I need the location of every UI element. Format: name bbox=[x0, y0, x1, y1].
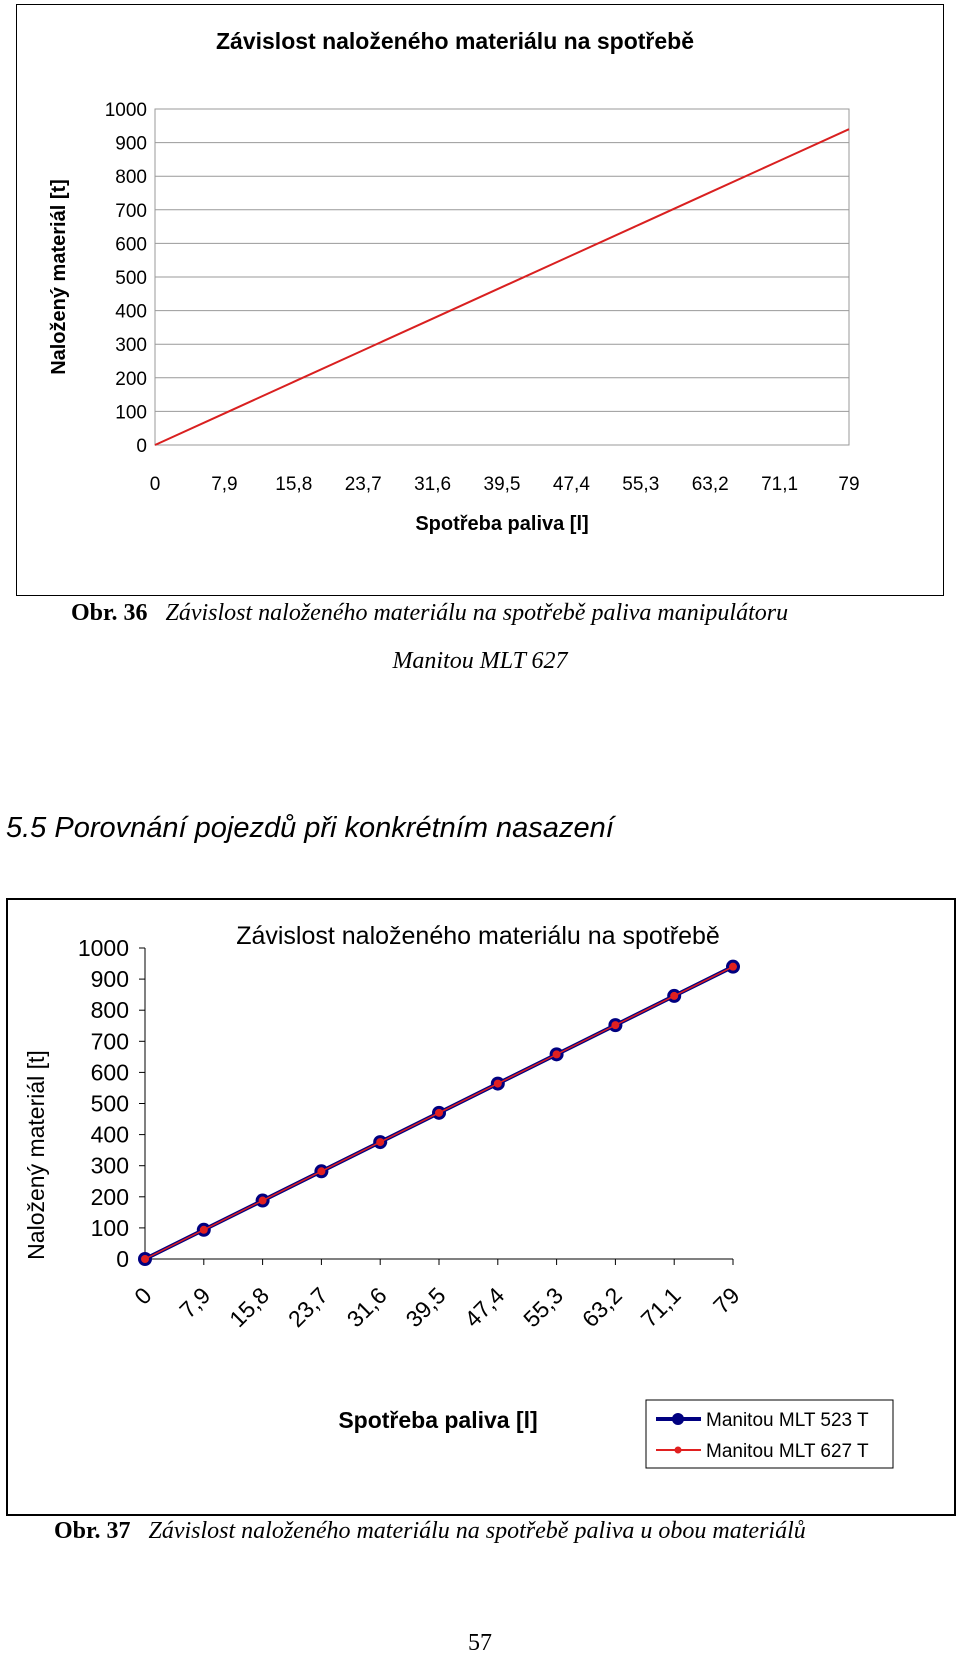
page-number: 57 bbox=[468, 1630, 492, 1656]
chart-1-xtick-label: 31,6 bbox=[414, 474, 451, 495]
figure-37-text: Závislost naloženého materiálu na spotře… bbox=[148, 1518, 806, 1544]
chart-2-legend: Manitou MLT 523 T Manitou MLT 627 T bbox=[645, 1399, 894, 1469]
chart-2-xtick-label: 23,7 bbox=[283, 1282, 333, 1332]
chart-1-ytick-label: 400 bbox=[115, 302, 147, 323]
chart-2-point-mlt627 bbox=[199, 1225, 208, 1234]
chart-2-xtick-label: 15,8 bbox=[224, 1282, 274, 1332]
chart-1-ytick-label: 900 bbox=[115, 134, 147, 155]
chart-1-title: Závislost naloženého materiálu na spotře… bbox=[216, 28, 694, 54]
chart-1-xtick-label: 23,7 bbox=[345, 474, 382, 495]
chart-1-ytick-label: 0 bbox=[136, 436, 147, 457]
chart-1-xtick-label: 55,3 bbox=[622, 474, 659, 495]
chart-2-point-mlt627 bbox=[729, 962, 737, 971]
chart-2-xtick-label: 71,1 bbox=[636, 1282, 686, 1332]
legend-marker-mlt523 bbox=[672, 1413, 684, 1425]
chart-1: Závislost naloženého materiálu na spotře… bbox=[48, 28, 860, 535]
chart-2-ytick-label: 900 bbox=[91, 966, 129, 992]
chart-2-ytick-label: 500 bbox=[91, 1091, 129, 1117]
chart-1-xtick-label: 39,5 bbox=[484, 474, 521, 495]
chart-2-point-mlt627 bbox=[611, 1021, 620, 1030]
chart-1-ytick-label: 500 bbox=[115, 268, 147, 289]
chart-2-point-mlt627 bbox=[552, 1050, 561, 1059]
chart-1-ytick-label: 700 bbox=[115, 201, 147, 222]
chart-2-ytick-label: 1000 bbox=[78, 935, 129, 961]
chart-2-xtick-label: 55,3 bbox=[518, 1282, 568, 1332]
chart-1-series-line bbox=[154, 128, 850, 446]
figure-36-text-2: Manitou MLT 627 bbox=[392, 648, 568, 674]
figure-37-caption: Obr. 37 Závislost naloženého materiálu n… bbox=[54, 1518, 806, 1545]
chart-2-point-mlt627 bbox=[141, 1255, 149, 1263]
chart-2-xtick-label: 39,5 bbox=[400, 1282, 450, 1332]
figure-36-text: Závislost naloženého materiálu na spotře… bbox=[165, 600, 789, 626]
chart-2-xtick-label: 0 bbox=[129, 1282, 156, 1309]
chart-1-ytick-label: 300 bbox=[115, 335, 147, 356]
chart-2-legend-box bbox=[645, 1399, 894, 1469]
chart-1-ytick-label: 100 bbox=[115, 402, 147, 423]
chart-1-ytick-label: 1000 bbox=[105, 100, 147, 121]
chart-2-ytick-label: 800 bbox=[91, 997, 129, 1023]
legend-label-mlt523: Manitou MLT 523 T bbox=[706, 1410, 869, 1431]
chart-1-plot-area bbox=[154, 108, 850, 446]
chart-2-xtick-label: 7,9 bbox=[174, 1282, 215, 1323]
chart-2-point-mlt627 bbox=[317, 1167, 326, 1176]
figure-37-label: Obr. 37 bbox=[54, 1518, 131, 1544]
chart-1-xlabel: Spotřeba paliva [l] bbox=[415, 513, 588, 535]
chart-2-xtick-label: 31,6 bbox=[342, 1282, 392, 1332]
figure-36-caption-line2: Manitou MLT 627 bbox=[0, 648, 960, 675]
chart-2-point-mlt627 bbox=[376, 1138, 385, 1147]
chart-1-xtick-label: 63,2 bbox=[692, 474, 729, 495]
chart-1-xtick-label: 7,9 bbox=[211, 474, 237, 495]
chart-2-title: Závislost naloženého materiálu na spotře… bbox=[236, 922, 720, 950]
chart-2-xtick-label: 47,4 bbox=[459, 1282, 509, 1332]
chart-1-xtick-label: 71,1 bbox=[761, 474, 798, 495]
chart-2-xtick-label: 63,2 bbox=[577, 1282, 627, 1332]
chart-2: Závislost naloženého materiálu na spotře… bbox=[23, 922, 894, 1469]
chart-1-xtick-label: 15,8 bbox=[275, 474, 312, 495]
chart-2-ytick-label: 400 bbox=[91, 1122, 129, 1148]
chart-2-ytick-label: 200 bbox=[91, 1184, 129, 1210]
chart-2-point-mlt627 bbox=[258, 1196, 267, 1205]
chart-2-ytick-label: 300 bbox=[91, 1153, 129, 1179]
figure-36-label: Obr. 36 bbox=[71, 600, 148, 626]
chart-2-point-mlt627 bbox=[493, 1079, 502, 1088]
chart-2-point-mlt627 bbox=[670, 991, 679, 1000]
chart-2-frame: Závislost naloženého materiálu na spotře… bbox=[6, 898, 956, 1516]
chart-1-xtick-label: 79 bbox=[838, 474, 859, 495]
section-heading: 5.5 Porovnání pojezdů při konkrétním nas… bbox=[6, 812, 614, 844]
chart-1-xtick-label: 47,4 bbox=[553, 474, 590, 495]
chart-2-xlabel: Spotřeba paliva [l] bbox=[338, 1407, 537, 1433]
legend-label-mlt627: Manitou MLT 627 T bbox=[706, 1441, 869, 1462]
chart-1-frame: Závislost naloženého materiálu na spotře… bbox=[16, 4, 944, 596]
figure-36-caption: Obr. 36 Závislost naloženého materiálu n… bbox=[71, 600, 788, 627]
chart-2-ytick-label: 100 bbox=[91, 1215, 129, 1241]
chart-1-xtick-label: 0 bbox=[150, 474, 161, 495]
chart-2-point-mlt627 bbox=[435, 1108, 443, 1117]
chart-2-ylabel: Naložený materiál [t] bbox=[23, 1050, 49, 1260]
chart-2-xtick-label: 79 bbox=[708, 1282, 744, 1318]
chart-1-ytick-label: 200 bbox=[115, 369, 147, 390]
legend-marker-mlt627 bbox=[674, 1446, 682, 1454]
chart-2-ytick-label: 0 bbox=[116, 1246, 129, 1272]
chart-1-ytick-label: 600 bbox=[115, 234, 147, 255]
chart-2-ytick-label: 600 bbox=[91, 1059, 129, 1085]
chart-2-ytick-label: 700 bbox=[91, 1028, 129, 1054]
chart-1-ytick-label: 800 bbox=[115, 167, 147, 188]
chart-1-ylabel: Naložený materiál [t] bbox=[48, 179, 70, 375]
